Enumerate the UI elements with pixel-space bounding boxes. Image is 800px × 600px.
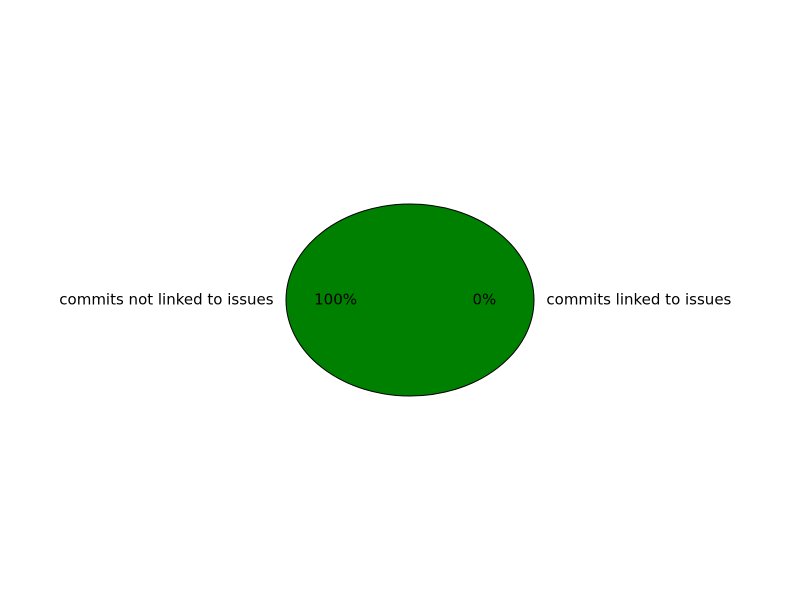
slice-label: commits not linked to issues xyxy=(59,291,273,309)
pie-slices xyxy=(285,203,535,397)
slice-percent-label: 0% xyxy=(473,291,497,309)
slice-percent-label: 100% xyxy=(314,291,357,309)
slice-label: commits linked to issues xyxy=(546,291,731,309)
pie-labels: commits linked to issues 0% commits not li… xyxy=(59,291,731,309)
pie-slice xyxy=(285,203,535,397)
